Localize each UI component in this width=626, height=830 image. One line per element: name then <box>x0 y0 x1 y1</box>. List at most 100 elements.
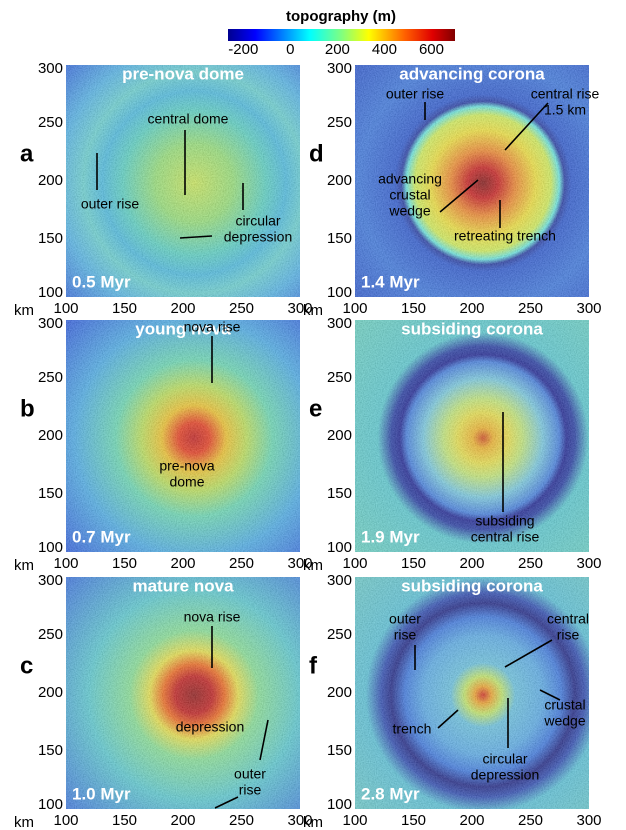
axis-unit: km <box>303 557 323 574</box>
colorbar-tick-label: 600 <box>419 41 444 58</box>
y-tick-label: 200 <box>327 427 352 444</box>
x-tick-label: 300 <box>287 300 312 317</box>
panel-time: 1.4 Myr <box>361 272 420 291</box>
panel-time: 2.8 Myr <box>361 784 420 803</box>
annotation: central rise <box>531 86 600 102</box>
x-tick-label: 150 <box>112 555 137 572</box>
x-tick-label: 150 <box>112 300 137 317</box>
colorbar-tick-label: 200 <box>325 41 350 58</box>
x-tick-label: 100 <box>53 300 78 317</box>
y-tick-label: 100 <box>38 539 63 556</box>
pointer-line <box>439 179 479 213</box>
annotation: outer rise <box>81 196 140 212</box>
map-texture <box>66 320 300 552</box>
x-tick-label: 250 <box>518 555 543 572</box>
x-tick-label: 250 <box>518 300 543 317</box>
map-texture <box>66 577 300 809</box>
annotation: crustal <box>544 697 585 713</box>
colorbar <box>228 29 455 41</box>
y-tick-label: 300 <box>327 60 352 77</box>
x-tick-label: 150 <box>401 812 426 829</box>
x-tick-label: 200 <box>459 555 484 572</box>
panel-title: subsiding corona <box>401 576 543 595</box>
annotation: retreating trench <box>454 228 556 244</box>
x-tick-label: 300 <box>576 300 601 317</box>
y-tick-label: 150 <box>327 230 352 247</box>
panel-letter: a <box>20 140 34 167</box>
annotation: central dome <box>148 111 229 127</box>
y-tick-label: 300 <box>327 572 352 589</box>
colorbar-title: topography (m) <box>286 8 396 25</box>
annotation: rise <box>557 627 580 643</box>
annotation: advancing <box>378 171 442 187</box>
y-tick-label: 300 <box>38 572 63 589</box>
y-tick-label: 200 <box>327 172 352 189</box>
x-tick-label: 250 <box>518 812 543 829</box>
panel-title: advancing corona <box>399 64 545 83</box>
panel-letter: c <box>20 652 33 679</box>
annotation: circular <box>235 213 280 229</box>
y-tick-label: 100 <box>38 796 63 813</box>
annotation: rise <box>394 627 417 643</box>
annotation: central <box>547 611 589 627</box>
y-tick-label: 300 <box>327 315 352 332</box>
panel-title: mature nova <box>132 576 234 595</box>
pointer-line <box>179 235 213 239</box>
colorbar-tick-label: 0 <box>286 41 294 58</box>
panel-time: 0.7 Myr <box>72 527 131 546</box>
axis-unit: km <box>303 814 323 830</box>
y-tick-label: 250 <box>327 369 352 386</box>
annotation: outer rise <box>386 86 445 102</box>
axis-unit: km <box>14 814 34 830</box>
y-tick-label: 100 <box>327 539 352 556</box>
x-tick-label: 150 <box>401 555 426 572</box>
y-tick-label: 250 <box>38 114 63 131</box>
x-tick-label: 100 <box>53 555 78 572</box>
annotation: dome <box>169 474 204 490</box>
map-texture <box>355 577 589 809</box>
annotation: wedge <box>543 713 585 729</box>
x-tick-label: 300 <box>287 812 312 829</box>
colorbar-tick-label: 400 <box>372 41 397 58</box>
x-tick-label: 100 <box>53 812 78 829</box>
y-tick-label: 250 <box>327 114 352 131</box>
x-tick-label: 200 <box>459 812 484 829</box>
axis-unit: km <box>303 302 323 319</box>
axis-unit: km <box>14 557 34 574</box>
annotation: rise <box>239 782 262 798</box>
annotation: 1.5 km <box>544 102 586 118</box>
annotation: nova rise <box>184 609 241 625</box>
map-texture <box>66 65 300 297</box>
y-tick-label: 250 <box>38 369 63 386</box>
x-tick-label: 250 <box>229 812 254 829</box>
panel-time: 0.5 Myr <box>72 272 131 291</box>
y-tick-label: 200 <box>38 172 63 189</box>
panel-title: young nova <box>135 319 231 338</box>
annotation: outer <box>234 766 266 782</box>
pointer-line <box>437 709 459 729</box>
annotation: depression <box>471 767 540 783</box>
x-tick-label: 150 <box>401 300 426 317</box>
y-tick-label: 100 <box>327 796 352 813</box>
x-tick-label: 250 <box>229 300 254 317</box>
panel-time: 1.0 Myr <box>72 784 131 803</box>
panel-letter: d <box>309 140 324 167</box>
x-tick-label: 200 <box>170 555 195 572</box>
y-tick-label: 150 <box>38 742 63 759</box>
axis-unit: km <box>14 302 34 319</box>
y-tick-label: 200 <box>327 684 352 701</box>
annotation: wedge <box>388 203 430 219</box>
y-tick-label: 150 <box>327 742 352 759</box>
panel-title: pre-nova dome <box>122 64 244 83</box>
x-tick-label: 300 <box>287 555 312 572</box>
x-tick-label: 200 <box>170 812 195 829</box>
x-tick-label: 200 <box>459 300 484 317</box>
colorbar-tick-label: -200 <box>228 41 258 58</box>
annotation: circular <box>482 751 527 767</box>
annotation: subsiding <box>475 513 534 529</box>
x-tick-label: 300 <box>576 812 601 829</box>
annotation: depression <box>224 229 293 245</box>
y-tick-label: 200 <box>38 427 63 444</box>
annotation: central rise <box>471 529 540 545</box>
x-tick-label: 250 <box>229 555 254 572</box>
